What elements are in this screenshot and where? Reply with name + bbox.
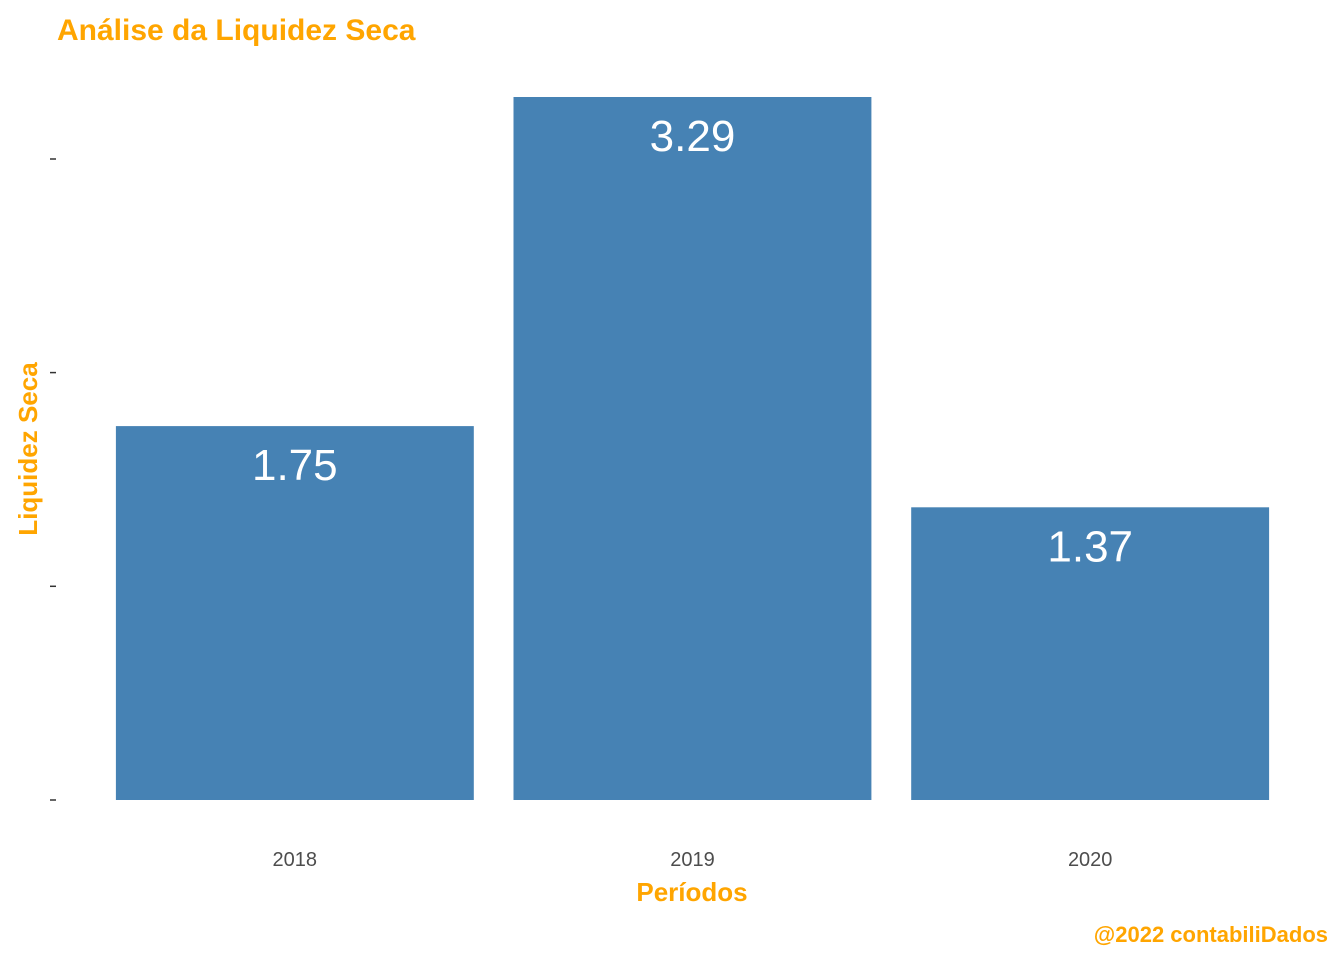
y-axis-ticks — [50, 158, 56, 801]
bar-2018 — [115, 426, 474, 800]
x-tick-label-2020: 2020 — [1068, 849, 1113, 871]
y-axis-title: Liquidez Seca — [13, 362, 43, 536]
x-tick-label-2019: 2019 — [670, 849, 715, 871]
bar-2019 — [513, 97, 872, 800]
x-axis-tick-labels: 2018 2019 2020 — [273, 849, 1113, 871]
chart-title: Análise da Liquidez Seca — [57, 14, 416, 47]
bar-value-label-2019: 3.29 — [650, 112, 736, 161]
bar-value-label-2020: 1.37 — [1047, 522, 1133, 571]
x-axis-title: Períodos — [636, 877, 747, 907]
bars — [115, 97, 1270, 800]
bar-value-labels: 1.75 3.29 1.37 — [252, 112, 1133, 571]
caption: @2022 contabiliDados — [1094, 922, 1328, 947]
x-tick-label-2018: 2018 — [273, 849, 318, 871]
bar-2020 — [911, 507, 1270, 800]
bar-value-label-2018: 1.75 — [252, 441, 338, 490]
